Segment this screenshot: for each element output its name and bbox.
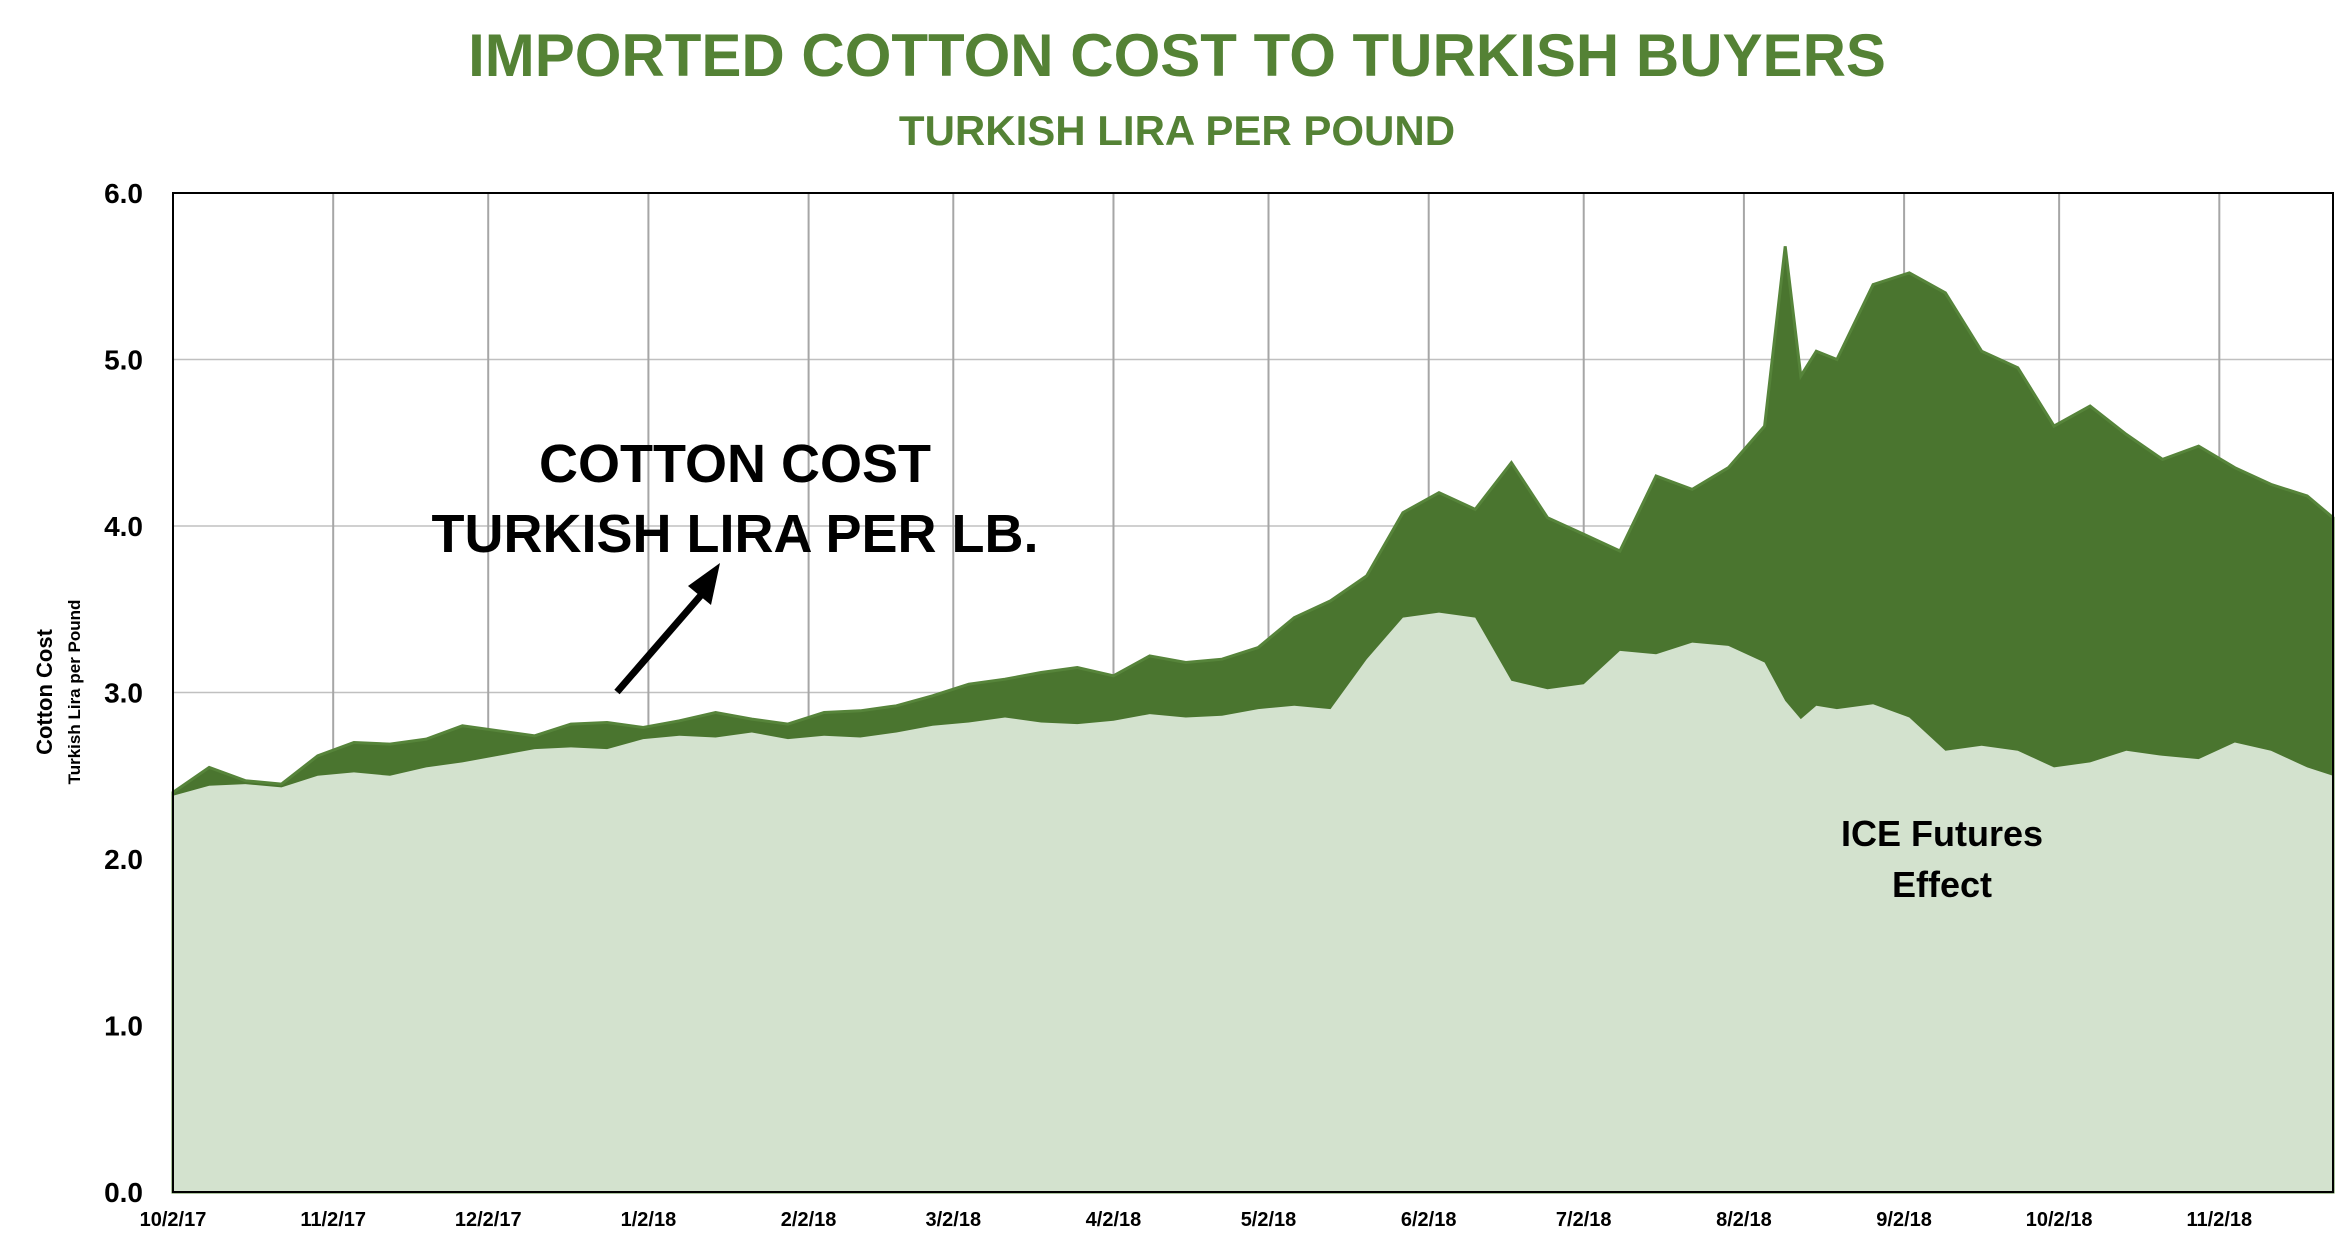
x-tick-label: 6/2/18 [1401,1209,1457,1231]
y-tick-label: 4.0 [104,511,143,542]
x-tick-label: 10/2/17 [140,1209,207,1231]
chart-title: IMPORTED COTTON COST TO TURKISH BUYERS [468,22,1886,89]
x-tick-label: 5/2/18 [1241,1209,1297,1231]
ice-futures-annotation: ICE Futures Effect [1841,813,2043,905]
x-tick-label: 9/2/18 [1876,1209,1932,1231]
ice-futures-area [173,612,2333,1192]
x-tick-label: 8/2/18 [1716,1209,1772,1231]
x-axis-ticks: 10/2/17 11/2/17 12/2/17 1/2/18 2/2/18 3/2/18 4… [140,1209,2252,1231]
y-axis-label: Cotton Cost [32,628,57,755]
y-axis-label-group: Cotton Cost Turkish Lira per Pound [32,600,84,785]
cotton-cost-annotation: COTTON COST TURKISH LIRA PER LB. [432,434,1039,695]
x-tick-label: 12/2/17 [455,1209,522,1231]
x-tick-label: 7/2/18 [1556,1209,1612,1231]
y-axis-sublabel: Turkish Lira per Pound [65,600,84,785]
y-tick-label: 3.0 [104,678,143,709]
ice-futures-annotation-line1: ICE Futures [1841,813,2043,854]
y-tick-label: 6.0 [104,178,143,209]
cotton-cost-annotation-line2: TURKISH LIRA PER LB. [432,504,1039,564]
chart-subtitle: TURKISH LIRA PER POUND [899,107,1455,154]
y-tick-label: 1.0 [104,1011,143,1042]
x-tick-label: 4/2/18 [1086,1209,1142,1231]
x-tick-label: 11/2/17 [300,1209,366,1231]
y-tick-label: 5.0 [104,345,143,376]
y-tick-label: 0.0 [104,1177,143,1208]
y-tick-label: 2.0 [104,844,143,875]
x-tick-label: 10/2/18 [2026,1209,2093,1231]
x-tick-label: 11/2/18 [2187,1209,2253,1231]
annotation-arrow-head [688,563,720,605]
x-tick-label: 1/2/18 [621,1209,677,1231]
y-axis-ticks: 0.0 1.0 2.0 3.0 4.0 5.0 6.0 [104,178,143,1208]
x-tick-label: 3/2/18 [925,1209,981,1231]
cotton-cost-annotation-line1: COTTON COST [539,434,931,494]
annotation-arrow-shaft [614,591,705,695]
plot-frame [172,192,2334,1193]
ice-futures-annotation-line2: Effect [1892,864,1992,905]
x-tick-label: 2/2/18 [781,1209,837,1231]
plot-area [171,192,2335,1194]
